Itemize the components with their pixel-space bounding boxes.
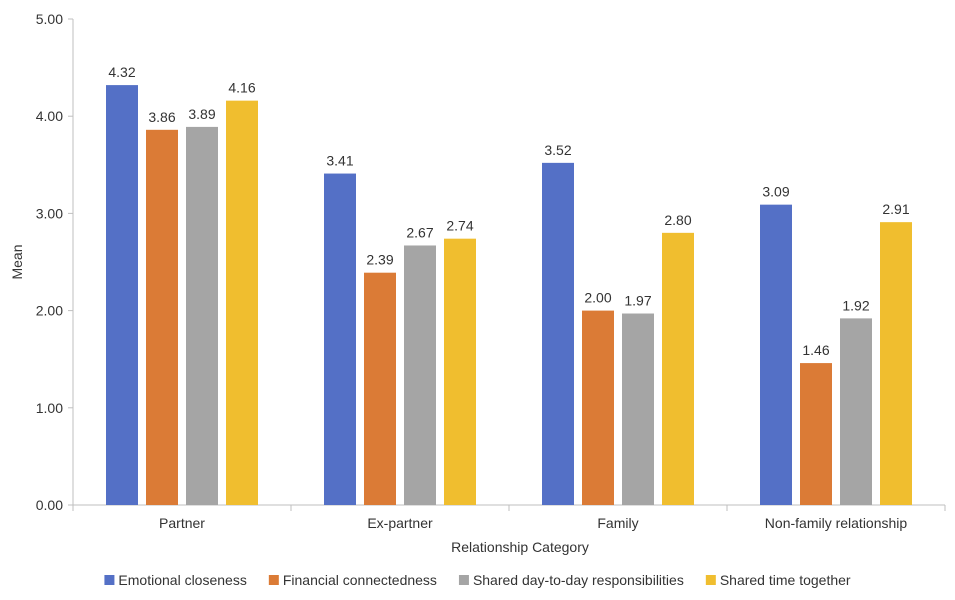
legend: Emotional closeness Financial connectedne… [104,572,851,588]
y-tick-label: 5.00 [36,11,63,27]
bar [662,232,694,505]
data-label: 4.16 [228,80,255,96]
data-label: 3.09 [762,184,789,200]
legend-swatch [705,575,716,585]
bar [364,272,396,505]
y-axis-title: Mean [9,244,25,279]
x-tick-label: Ex-partner [367,515,433,531]
data-label: 1.46 [802,342,829,358]
bar [622,313,654,505]
bars-group [106,85,912,506]
x-axis-title: Relationship Category [451,539,589,555]
legend-label: Shared time together [720,572,851,588]
x-tick-label: Partner [159,515,205,531]
data-label: 3.89 [188,106,215,122]
legend-item: Financial connectedness [268,572,437,588]
y-tick-label: 3.00 [36,205,63,221]
data-label: 2.67 [406,224,433,240]
legend-swatch [268,575,279,585]
bar [146,129,178,506]
bar [404,245,436,505]
data-label: 3.41 [326,153,353,169]
data-label: 2.91 [882,201,909,217]
legend-label: Financial connectedness [283,572,437,588]
data-label: 1.97 [624,293,651,309]
bar [106,85,138,505]
bar [800,363,832,505]
data-label: 2.00 [584,290,611,306]
data-label: 2.39 [366,252,393,268]
legend-item: Shared day-to-day responsibilities [458,572,684,588]
y-tick-label: 2.00 [36,303,63,319]
data-label: 3.86 [148,109,175,125]
bar [226,100,258,505]
legend-item: Shared time together [705,572,851,588]
data-label: 2.74 [446,218,473,234]
legend-label: Emotional closeness [118,572,246,588]
bar [324,173,356,505]
y-tick-label: 4.00 [36,108,63,124]
y-tick-label: 0.00 [36,497,63,513]
data-label: 3.52 [544,142,571,158]
bar [444,238,476,505]
x-tick-label: Non-family relationship [765,515,908,531]
y-axis: 0.00 1.00 2.00 3.00 4.00 5.00 [36,11,74,513]
data-label: 4.32 [108,64,135,80]
legend-swatch [458,575,469,585]
data-label: 2.80 [664,212,691,228]
x-axis: Partner Ex-partner Family Non-family relati… [72,504,946,531]
legend-label: Shared day-to-day responsibilities [473,572,684,588]
y-tick-label: 1.00 [36,400,63,416]
legend-swatch [104,575,115,585]
bar [186,126,218,505]
bar [542,162,574,505]
data-label: 1.92 [842,297,869,313]
bar [880,222,912,505]
bar [582,310,614,505]
bar [760,204,792,506]
x-tick-label: Family [597,515,638,531]
legend-item: Emotional closeness [104,572,247,588]
bar [840,318,872,505]
data-labels-group: 4.32 3.41 3.52 3.09 3.86 2.39 2.00 1.46 3.89 2.67… [108,64,909,358]
